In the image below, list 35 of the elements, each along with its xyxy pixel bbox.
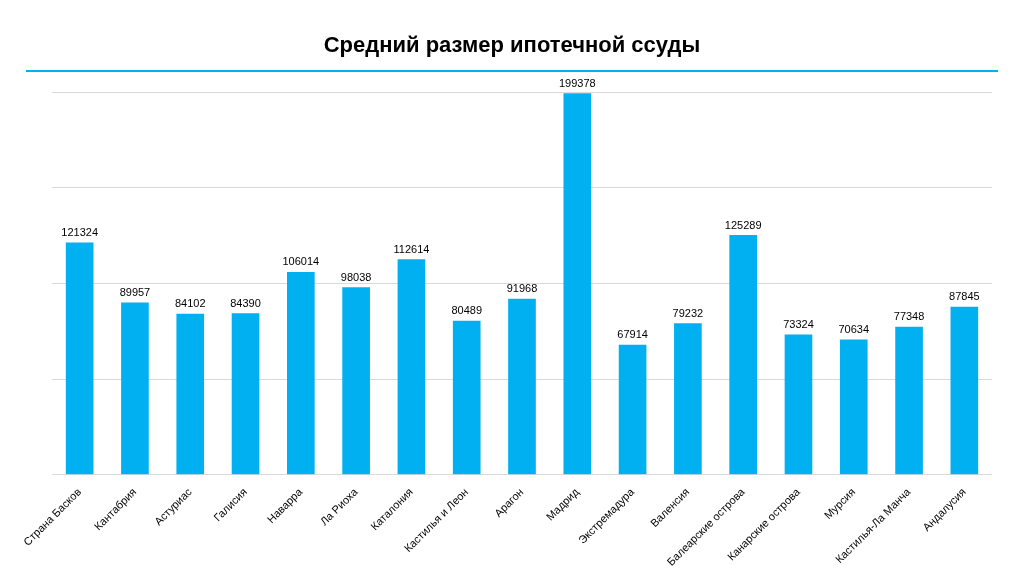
bar [729,235,757,475]
data-label: 79232 [672,306,704,319]
bar [65,242,94,475]
bar [287,271,315,475]
bar [231,313,260,475]
data-label: 84102 [174,297,206,310]
data-label: 106014 [282,255,320,268]
data-label: 125289 [724,218,762,231]
bar [397,259,426,475]
data-label: 112614 [393,242,430,255]
data-label: 87845 [949,290,980,303]
data-label: 199378 [558,76,596,89]
data-label: 70634 [838,323,870,336]
data-label: 80489 [451,304,482,317]
bar [563,93,592,475]
data-label: 91968 [506,282,538,295]
bar [618,344,647,475]
chart-title: Средний размер ипотечной ссуды [322,31,702,59]
bar [121,302,149,475]
bar [452,320,481,475]
data-label: 89957 [119,286,151,299]
bar [839,339,868,475]
bar [176,313,205,475]
bar [342,287,370,475]
data-label: 77348 [893,310,925,323]
bar [508,298,536,475]
data-label: 67914 [617,328,648,341]
data-label: 98038 [340,270,372,283]
data-label: 84390 [230,296,261,309]
bar [950,306,979,475]
bar [784,334,813,475]
data-label: 121324 [61,226,99,239]
bar [674,323,702,475]
bar [895,326,923,475]
data-label: 73324 [783,317,814,330]
